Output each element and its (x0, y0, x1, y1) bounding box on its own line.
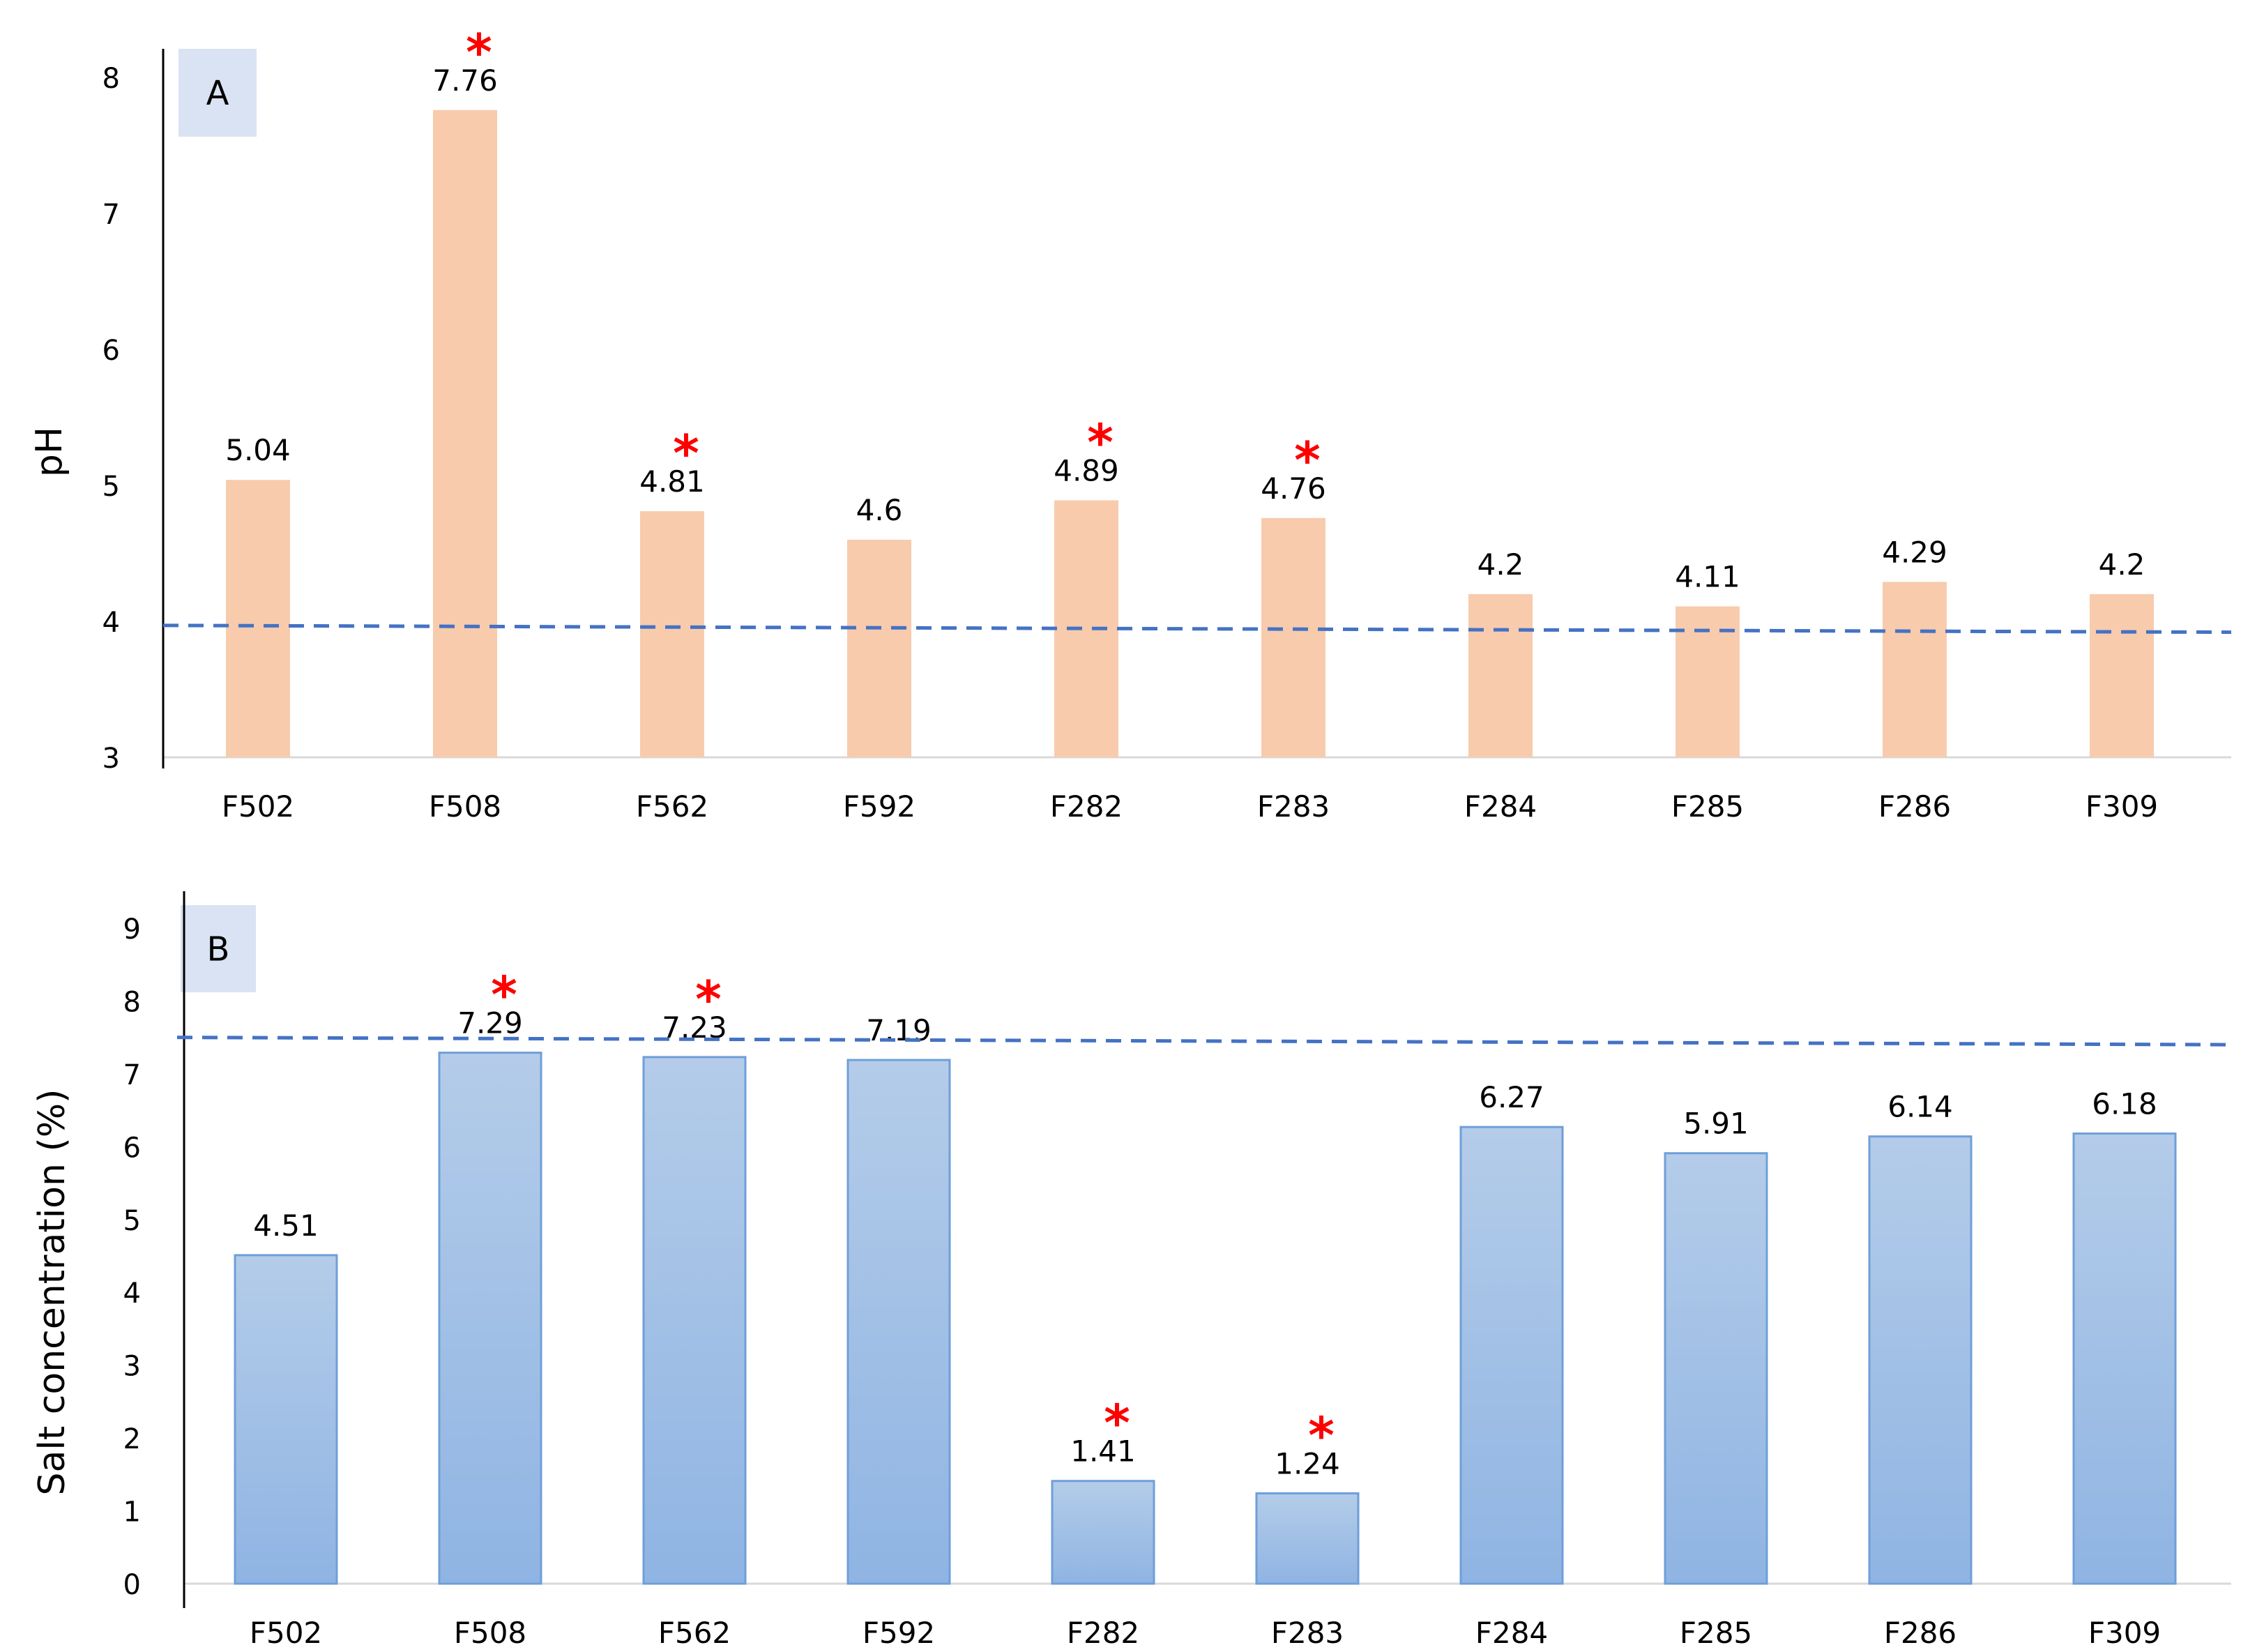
data-label: 4.2 (2099, 547, 2145, 582)
data-label: 4.2 (1477, 547, 1524, 582)
y-tick-label: 5 (123, 1205, 141, 1237)
y-tick-label: 8 (123, 986, 141, 1018)
x-tick-label: F502 (250, 1616, 322, 1649)
significance-star: * (1087, 413, 1114, 471)
data-label: 1.24 (1275, 1446, 1340, 1480)
bar-F284 (1459, 1126, 1564, 1585)
y-tick-label: 3 (102, 743, 120, 775)
significance-star: * (1294, 431, 1321, 490)
bar-F508 (438, 1052, 542, 1585)
x-tick-label: F502 (222, 789, 294, 824)
x-tick-label: F309 (2088, 1616, 2161, 1649)
panel-b-chart: B 0 1 2 3 4 5 6 7 8 9 Salt concentration (%) 4.51 F50… (31, 891, 2232, 1650)
y-axis-title: pH (29, 427, 70, 477)
data-label: 4.89 (1054, 453, 1119, 487)
x-tick-label: F283 (1271, 1616, 1344, 1649)
bar-F284 (1468, 594, 1533, 757)
data-label: 5.04 (225, 433, 291, 467)
significance-star: * (466, 23, 492, 82)
data-label: 7.76 (432, 63, 498, 98)
bar-F283 (1255, 1492, 1360, 1585)
y-tick-label: 3 (123, 1351, 141, 1383)
x-tick-label: F284 (1475, 1616, 1548, 1649)
bar-F562 (642, 1056, 747, 1585)
y-tick-label: 2 (123, 1423, 141, 1455)
y-tick-label: 4 (102, 607, 120, 639)
x-tick-label: F562 (658, 1616, 731, 1649)
bar-F592 (846, 1059, 951, 1585)
panel-label: A (206, 74, 229, 113)
panel-label-box (178, 49, 257, 137)
bar-F502 (234, 1254, 338, 1585)
data-label: 6.27 (1479, 1080, 1544, 1114)
y-tick-label: 9 (123, 914, 141, 946)
bar-F562 (640, 511, 704, 757)
data-label: 6.18 (2092, 1087, 2157, 1121)
y-tick-label: 6 (102, 335, 120, 367)
panel-label: B (207, 930, 230, 969)
data-label: 4.81 (639, 464, 705, 499)
x-tick-label: F592 (843, 789, 916, 824)
x-tick-label: F285 (1680, 1616, 1752, 1649)
x-tick-label: F285 (1671, 789, 1744, 824)
y-tick-label: 8 (102, 63, 120, 95)
bar-F285 (1664, 1152, 1768, 1585)
panel-label-box (181, 905, 256, 992)
data-label: 5.91 (1683, 1107, 1749, 1141)
significance-star: * (1308, 1406, 1335, 1464)
y-tick-label: 0 (123, 1569, 141, 1601)
data-label: 7.19 (866, 1013, 932, 1047)
significance-star: * (695, 970, 722, 1029)
data-label: 4.76 (1261, 471, 1326, 506)
reference-line-dashed (176, 1036, 2232, 1047)
bar-F592 (847, 540, 911, 757)
x-tick-label: F562 (636, 789, 708, 824)
bar-F502 (226, 480, 290, 757)
bar-F282 (1051, 1480, 1155, 1585)
significance-star: * (1104, 1394, 1130, 1453)
y-tick-label: 7 (123, 1059, 141, 1091)
y-tick-label: 5 (102, 471, 120, 503)
x-tick-label: F283 (1257, 789, 1330, 824)
x-tick-label: F508 (454, 1616, 526, 1649)
data-label: 7.29 (457, 1006, 523, 1040)
y-tick-label: 1 (123, 1496, 141, 1529)
x-tick-label: F592 (863, 1616, 935, 1649)
x-tick-label: F282 (1067, 1616, 1139, 1649)
x-tick-label: F309 (2086, 789, 2158, 824)
bar-F286 (1868, 1135, 1973, 1585)
y-tick-label: 7 (102, 199, 120, 231)
y-axis-title: Salt concentration (%) (31, 1089, 73, 1496)
bar-F286 (1883, 582, 1947, 757)
bar-F309 (2090, 594, 2154, 757)
significance-star: * (491, 966, 517, 1024)
y-tick-label: 6 (123, 1132, 141, 1164)
x-tick-label: F282 (1050, 789, 1123, 824)
bar-F309 (2072, 1132, 2177, 1585)
x-tick-label: F284 (1464, 789, 1537, 824)
significance-star: * (673, 424, 699, 483)
x-tick-label: F508 (429, 789, 501, 824)
bar-F283 (1261, 517, 1325, 757)
y-tick-label: 4 (123, 1278, 141, 1310)
data-label: 4.11 (1675, 560, 1740, 594)
data-label: 6.14 (1887, 1090, 1953, 1124)
bar-F508 (433, 109, 497, 758)
bar-F282 (1054, 500, 1118, 757)
x-tick-label: F286 (1878, 789, 1951, 824)
data-label: 4.51 (253, 1208, 319, 1243)
data-label: 4.6 (856, 493, 903, 527)
data-label: 4.29 (1882, 535, 1947, 569)
data-label: 1.41 (1070, 1434, 1136, 1469)
reference-line-dashed (162, 623, 2232, 635)
x-tick-label: F286 (1884, 1616, 1957, 1649)
